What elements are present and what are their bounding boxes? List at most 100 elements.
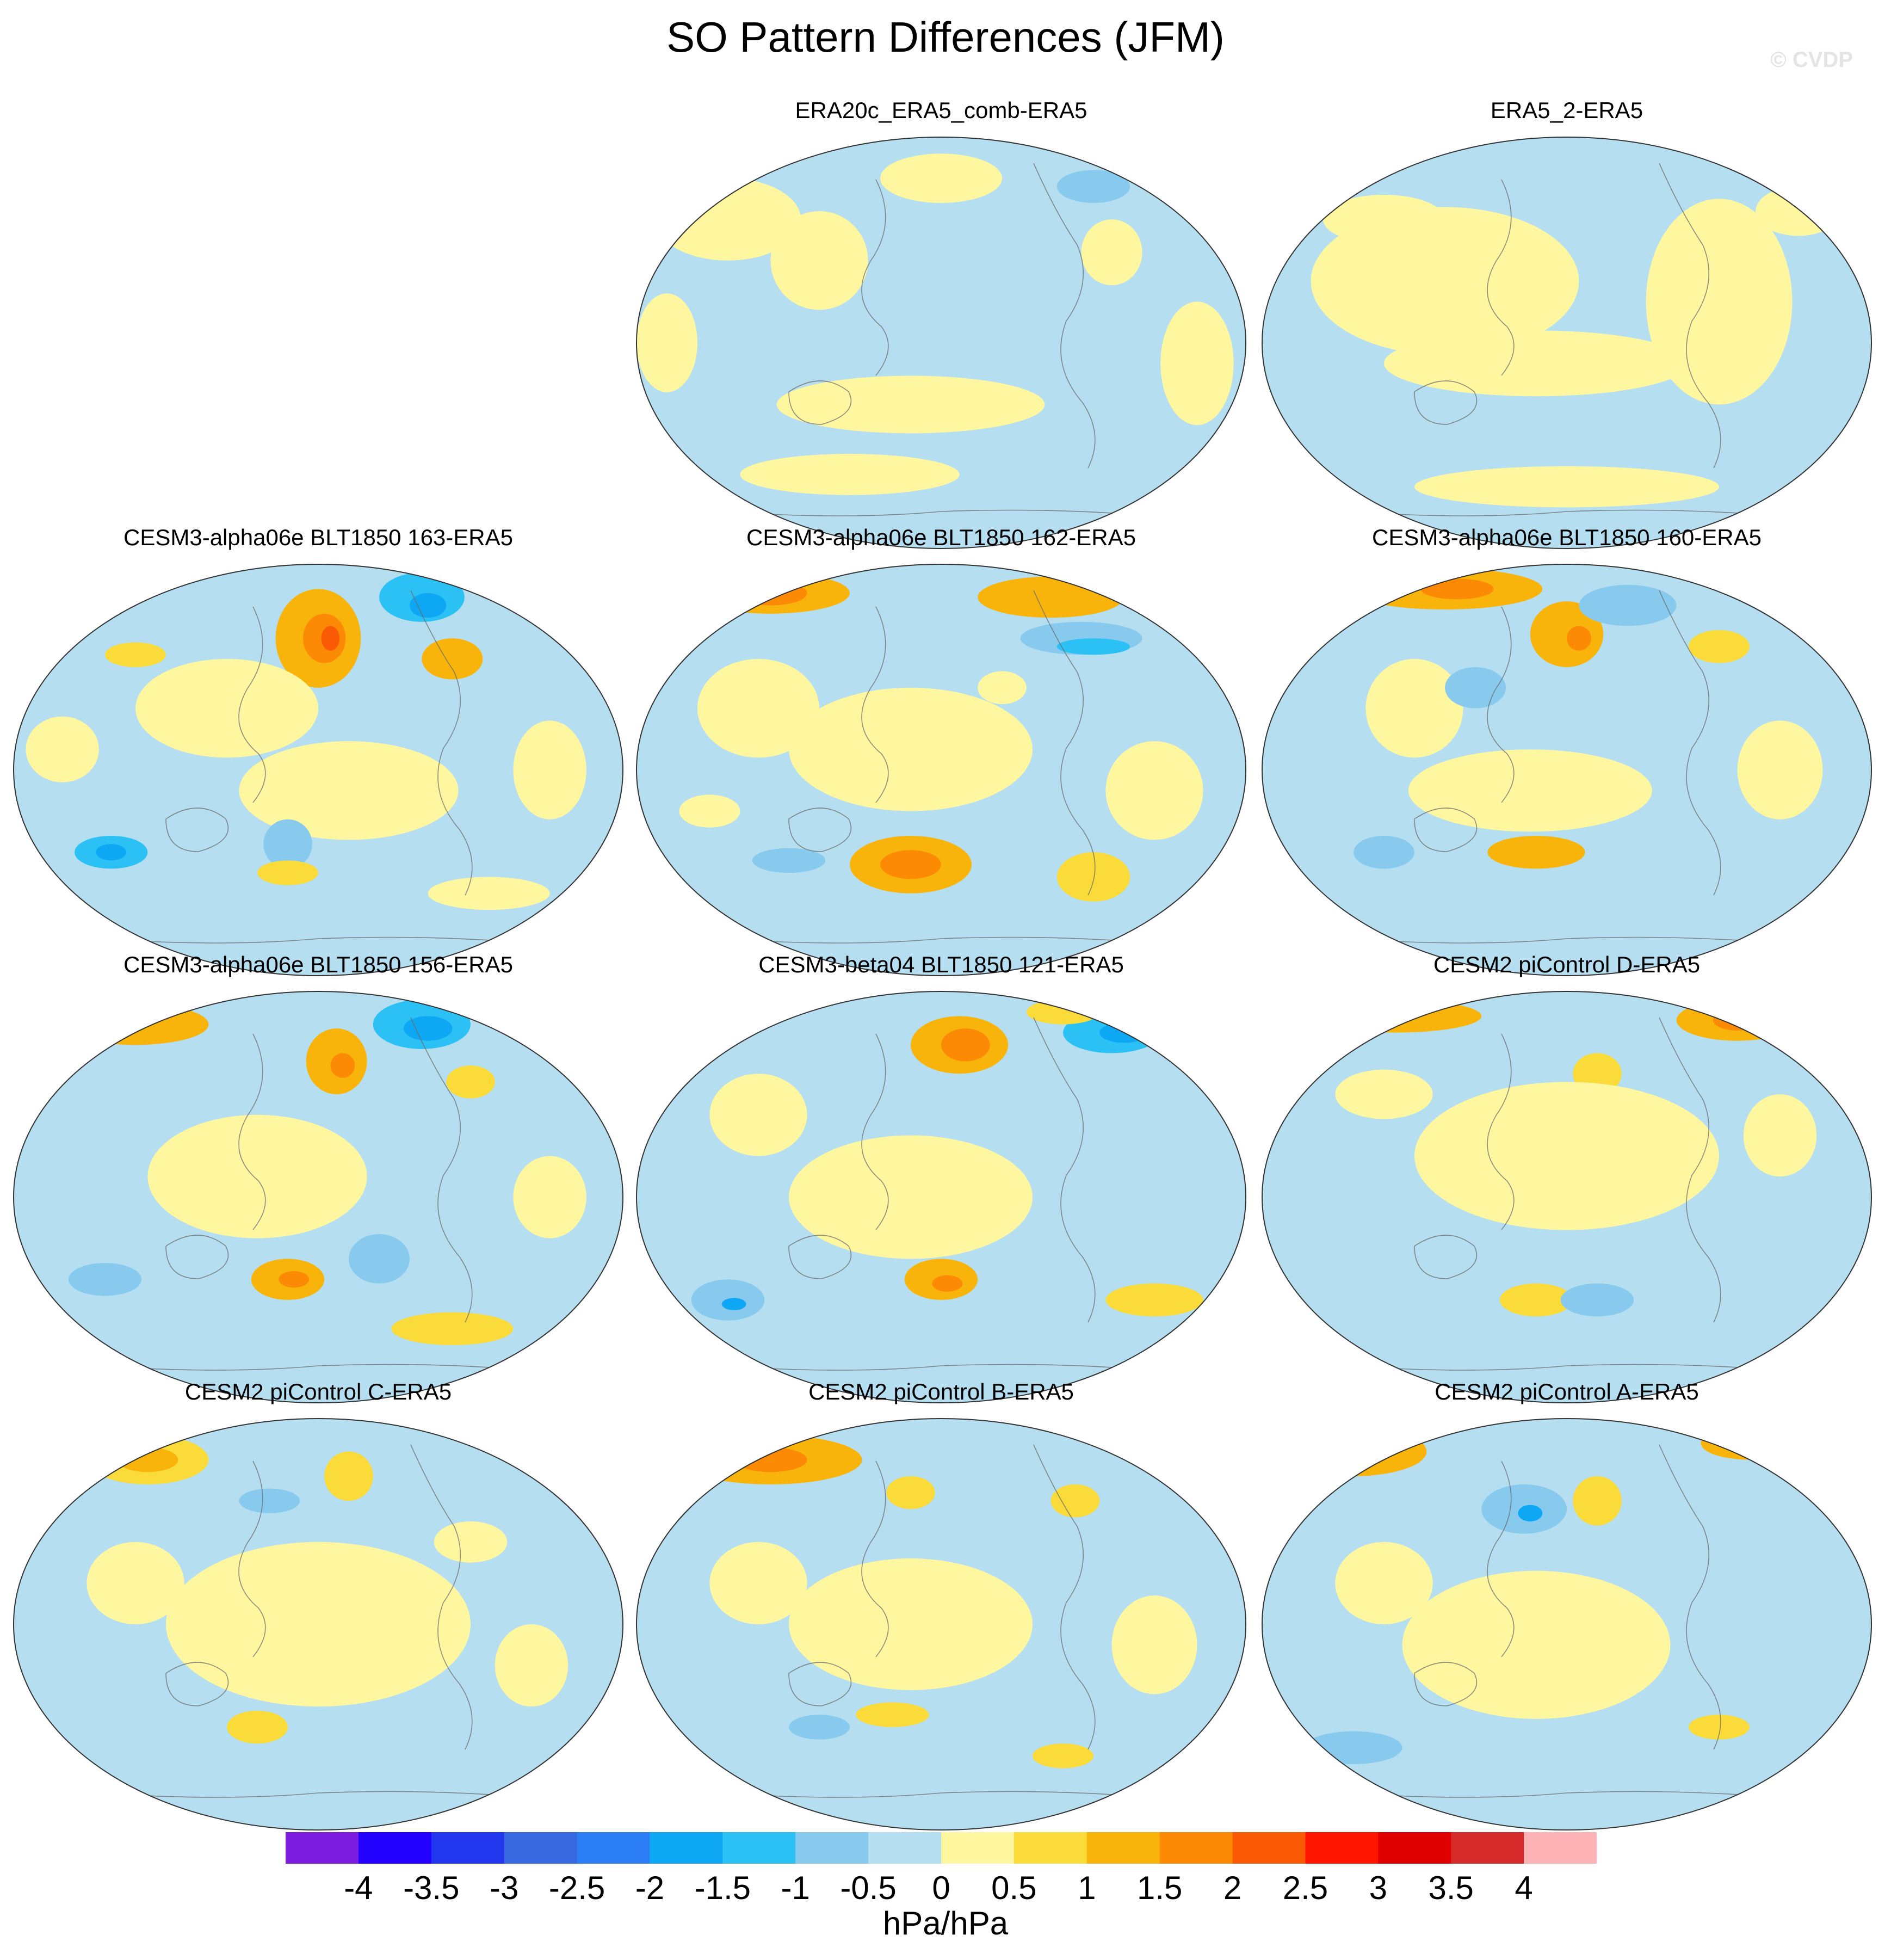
- coastline: [238, 606, 266, 803]
- field-contour: [1384, 330, 1689, 397]
- map-field: [13, 991, 623, 1403]
- field-contour: [1105, 741, 1203, 840]
- field-contour: [880, 153, 1002, 203]
- field-contour: [1676, 1000, 1799, 1041]
- panel-title: CESM2 piControl D-ERA5: [1433, 952, 1701, 977]
- colorbar-box: [1378, 1832, 1451, 1864]
- coastline: [1659, 590, 1721, 896]
- field-contour: [734, 1447, 807, 1472]
- colorbar-box: [504, 1832, 578, 1864]
- colorbar-box: [650, 1832, 723, 1864]
- field-contour: [1579, 584, 1677, 626]
- field-contour: [789, 1558, 1033, 1690]
- field-contour: [1567, 626, 1591, 651]
- map-outline: [636, 564, 1246, 976]
- field-contour: [1050, 1484, 1100, 1518]
- colorbar-units: hPa/hPa: [882, 1905, 1009, 1941]
- colorbar-box: [722, 1832, 796, 1864]
- colorbar-box: [1159, 1832, 1233, 1864]
- colorbar-tick-label: -4: [344, 1870, 373, 1906]
- field-contour: [1713, 1010, 1762, 1031]
- colorbar-tick-label: -2.5: [548, 1870, 605, 1906]
- field-contour: [1365, 658, 1463, 758]
- map-panel: CESM3-beta04 BLT1850 121-ERA5: [631, 950, 1251, 1417]
- colorbar-tick-label: 1: [1078, 1870, 1096, 1906]
- colorbar-tick-label: -3: [489, 1870, 519, 1906]
- field-contour: [1689, 1715, 1750, 1740]
- panel-title: CESM3-alpha06e BLT1850 162-ERA5: [746, 525, 1136, 550]
- colorbar-tick-label: 3.5: [1428, 1870, 1474, 1906]
- colorbar-box: [1086, 1832, 1160, 1864]
- field-contour: [1408, 749, 1652, 832]
- colorbar-box: [1232, 1832, 1306, 1864]
- field-contour: [1311, 207, 1579, 355]
- coastline: [1487, 179, 1515, 376]
- field-contour: [410, 593, 447, 618]
- colorbar-box: [431, 1832, 505, 1864]
- coastline: [788, 808, 852, 852]
- panel-title: CESM3-alpha06e BLT1850 163-ERA5: [123, 525, 513, 550]
- field-contour: [330, 1053, 355, 1078]
- field-contour: [1111, 1595, 1197, 1694]
- field-contour: [691, 572, 850, 614]
- colorbar: [286, 1832, 1597, 1864]
- colorbar-tick-label: -0.5: [840, 1870, 897, 1906]
- field-contour: [62, 1003, 209, 1045]
- coastline: [1659, 1444, 1721, 1750]
- map-panel: CESM3-alpha06e BLT1850 163-ERA5: [8, 522, 628, 990]
- field-contour: [789, 687, 1033, 811]
- field-contour: [1305, 1435, 1366, 1460]
- figure-title: SO Pattern Differences (JFM): [666, 13, 1225, 61]
- field-contour: [1573, 1476, 1622, 1526]
- field-contour: [321, 626, 340, 651]
- coastline: [165, 1662, 229, 1706]
- map-panel: CESM3-alpha06e BLT1850 160-ERA5: [1257, 522, 1877, 990]
- field-contour: [1335, 1069, 1433, 1119]
- field-contour: [1701, 1427, 1799, 1460]
- field-contour: [1737, 1435, 1774, 1452]
- colorbar-box: [1451, 1832, 1524, 1864]
- map-outline: [13, 991, 623, 1403]
- field-contour: [932, 1275, 963, 1292]
- colorbar-tick-label: 4: [1515, 1870, 1533, 1906]
- field-contour: [1160, 301, 1234, 426]
- colorbar-box: [941, 1832, 1015, 1864]
- field-contour: [709, 1542, 807, 1624]
- field-contour: [279, 1271, 310, 1288]
- field-contour: [978, 576, 1124, 618]
- coastline: [1033, 1444, 1096, 1750]
- colorbar-tick-label: 2.5: [1282, 1870, 1328, 1906]
- coastline: [1033, 1017, 1096, 1323]
- field-contour: [1354, 835, 1414, 869]
- field-contour: [513, 720, 586, 819]
- field-contour: [1323, 194, 1445, 244]
- coastline: [788, 380, 852, 425]
- map-field: [1262, 564, 1872, 976]
- map-field: [13, 564, 623, 976]
- coastline: [1033, 163, 1096, 469]
- coastline: [238, 1460, 266, 1657]
- coastline: [1487, 1033, 1515, 1230]
- field-contour: [1518, 1505, 1543, 1521]
- field-contour: [1756, 186, 1841, 236]
- field-contour: [1414, 466, 1719, 508]
- field-contour: [1689, 630, 1750, 663]
- map-field: [1262, 991, 1872, 1403]
- field-contour: [1530, 601, 1604, 667]
- coastline: [410, 1444, 473, 1750]
- map-outline: [636, 137, 1246, 549]
- field-contour: [1280, 1427, 1427, 1476]
- map-field: [13, 1418, 623, 1830]
- coastline: [1487, 1460, 1515, 1657]
- field-contour: [1081, 219, 1142, 286]
- colorbar-box: [795, 1832, 869, 1864]
- map-outline: [1262, 137, 1872, 549]
- field-contour: [1402, 1570, 1671, 1719]
- map-outline: [1262, 564, 1872, 976]
- coastline: [861, 1033, 889, 1230]
- field-contour: [679, 794, 740, 828]
- colorbar-tick-label: 3: [1369, 1870, 1388, 1906]
- field-contour: [740, 454, 960, 495]
- colorbar-tick-label: -1: [781, 1870, 810, 1906]
- coastline: [1414, 1662, 1478, 1706]
